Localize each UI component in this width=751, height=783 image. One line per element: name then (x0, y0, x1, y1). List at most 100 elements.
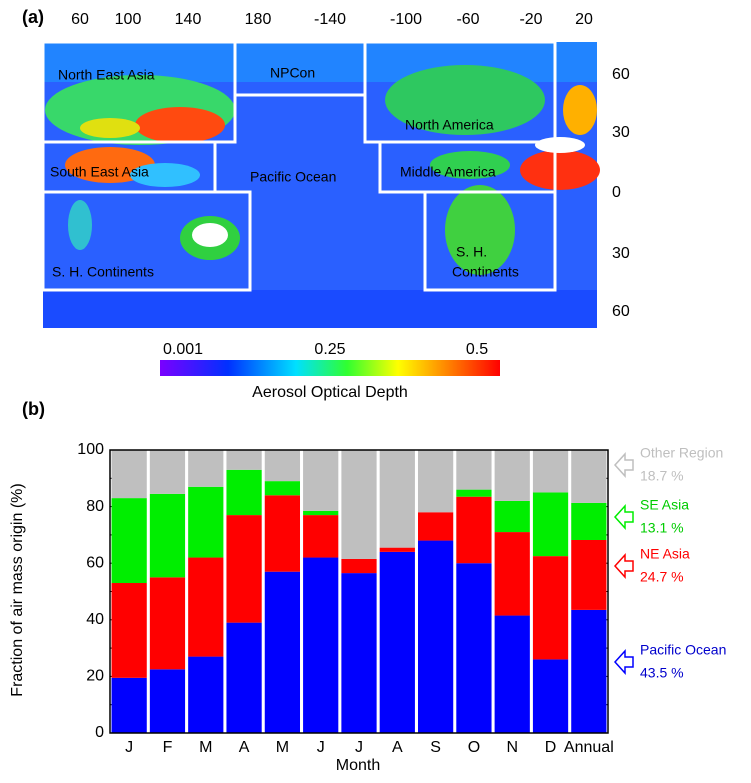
bar-segment (532, 450, 569, 493)
y-tick-label: 80 (86, 498, 104, 515)
x-tick-label: J (125, 739, 133, 756)
bar-segment (532, 556, 569, 660)
annotation-name: NE Asia (640, 546, 690, 562)
bar-segment (303, 450, 339, 511)
bar-segment (226, 469, 262, 516)
lat-label: 30 (612, 245, 630, 262)
bar-segment (494, 615, 530, 733)
bar-segment (149, 493, 186, 578)
bar-segment (149, 669, 186, 733)
panel-label: (b) (22, 399, 45, 419)
lat-label: 30 (612, 124, 630, 141)
bar-segment (188, 557, 224, 657)
bar-segment (341, 450, 377, 559)
lat-label: 60 (612, 66, 630, 83)
lon-labels: 60 100 140 180 -140 -100 -60 -20 20 (71, 11, 593, 28)
x-tick-label: J (317, 739, 325, 756)
bar-segment (188, 486, 224, 558)
annotation-value: 13.1 % (640, 520, 684, 536)
lon-label: 140 (175, 11, 202, 28)
x-tick-label: M (276, 739, 289, 756)
annotation-value: 24.7 % (640, 569, 684, 585)
region-label: North East Asia (58, 67, 155, 83)
colorbar (160, 360, 500, 376)
lon-label: -20 (519, 11, 542, 28)
annotation-name: Pacific Ocean (640, 642, 726, 658)
bar-segment (456, 496, 492, 564)
lon-label: -100 (390, 11, 422, 28)
x-tick-label: F (163, 739, 173, 756)
bar-segment (303, 510, 339, 516)
bar-segment (111, 450, 147, 499)
bar-segment (264, 450, 301, 482)
bar-segment (494, 532, 530, 616)
region-label: Pacific Ocean (250, 169, 336, 185)
x-tick-label: D (545, 739, 557, 756)
x-tick-label: Annual (564, 739, 614, 756)
lon-label: 20 (575, 11, 593, 28)
region-labels: North East Asia NPCon North America South E… (50, 65, 519, 280)
bar-segment (532, 659, 569, 733)
bar-segment (571, 450, 607, 503)
bar-segment (111, 583, 147, 678)
bar-segment (188, 450, 224, 487)
bar-segment (149, 450, 186, 494)
bar-segment (149, 577, 186, 670)
region-label: Middle America (400, 164, 496, 180)
annotation-value: 18.7 % (640, 468, 684, 484)
x-tick-label: M (199, 739, 212, 756)
x-tick-label: S (430, 739, 441, 756)
lat-label: 0 (612, 184, 621, 201)
bar-segment (456, 450, 492, 490)
bar-segment (417, 540, 454, 733)
bar-segment (417, 512, 454, 541)
bar-segment (303, 515, 339, 558)
colorbar-labels: 0.001 0.25 0.5 (163, 341, 488, 358)
lon-label: 100 (115, 11, 142, 28)
bar-segment (226, 515, 262, 623)
map (41, 40, 600, 328)
annotation-value: 43.5 % (640, 665, 684, 681)
bar-segment (188, 656, 224, 733)
bar-segment (226, 450, 262, 470)
bar-segment (264, 571, 301, 733)
bar-segment (379, 551, 415, 733)
plot-frame (109, 449, 609, 734)
bar-segment (417, 450, 454, 513)
bar-segment (341, 558, 377, 574)
panel-label: (a) (22, 7, 44, 27)
bar-segment (341, 573, 377, 733)
arrow (613, 553, 634, 579)
lon-label: 60 (71, 11, 89, 28)
colorbar-label: 0.001 (163, 341, 203, 358)
region-label: S. H. Continents (52, 264, 154, 280)
bar-segment (264, 481, 301, 496)
colorbar-title: Aerosol Optical Depth (252, 384, 408, 401)
colorbar-label: 0.25 (314, 341, 345, 358)
y-tick-label: 20 (86, 668, 104, 685)
bar-segment (264, 495, 301, 572)
bar-segment (571, 609, 607, 733)
bar-segment (226, 622, 262, 733)
bar-segment (571, 539, 607, 610)
arrow (613, 452, 634, 478)
bar-segment (456, 489, 492, 497)
bar-segment (111, 677, 147, 733)
x-tick-label: A (392, 739, 403, 756)
y-axis-title: Fraction of air mass origin (%) (9, 483, 26, 696)
region-label: Continents (452, 264, 519, 280)
bar-segment (571, 502, 607, 540)
colorbar-label: 0.5 (466, 341, 488, 358)
arrow (613, 504, 634, 530)
region-label: NPCon (270, 65, 315, 81)
lat-labels: 60 30 0 30 60 (612, 66, 630, 320)
bar-segment (303, 557, 339, 733)
x-axis-title: Month (336, 757, 380, 774)
lon-label: -60 (456, 11, 479, 28)
y-tick-label: 60 (86, 554, 104, 571)
region-label: North America (405, 117, 494, 133)
x-tick-label: N (506, 739, 518, 756)
annotation-name: SE Asia (640, 497, 689, 513)
lon-label: -140 (314, 11, 346, 28)
